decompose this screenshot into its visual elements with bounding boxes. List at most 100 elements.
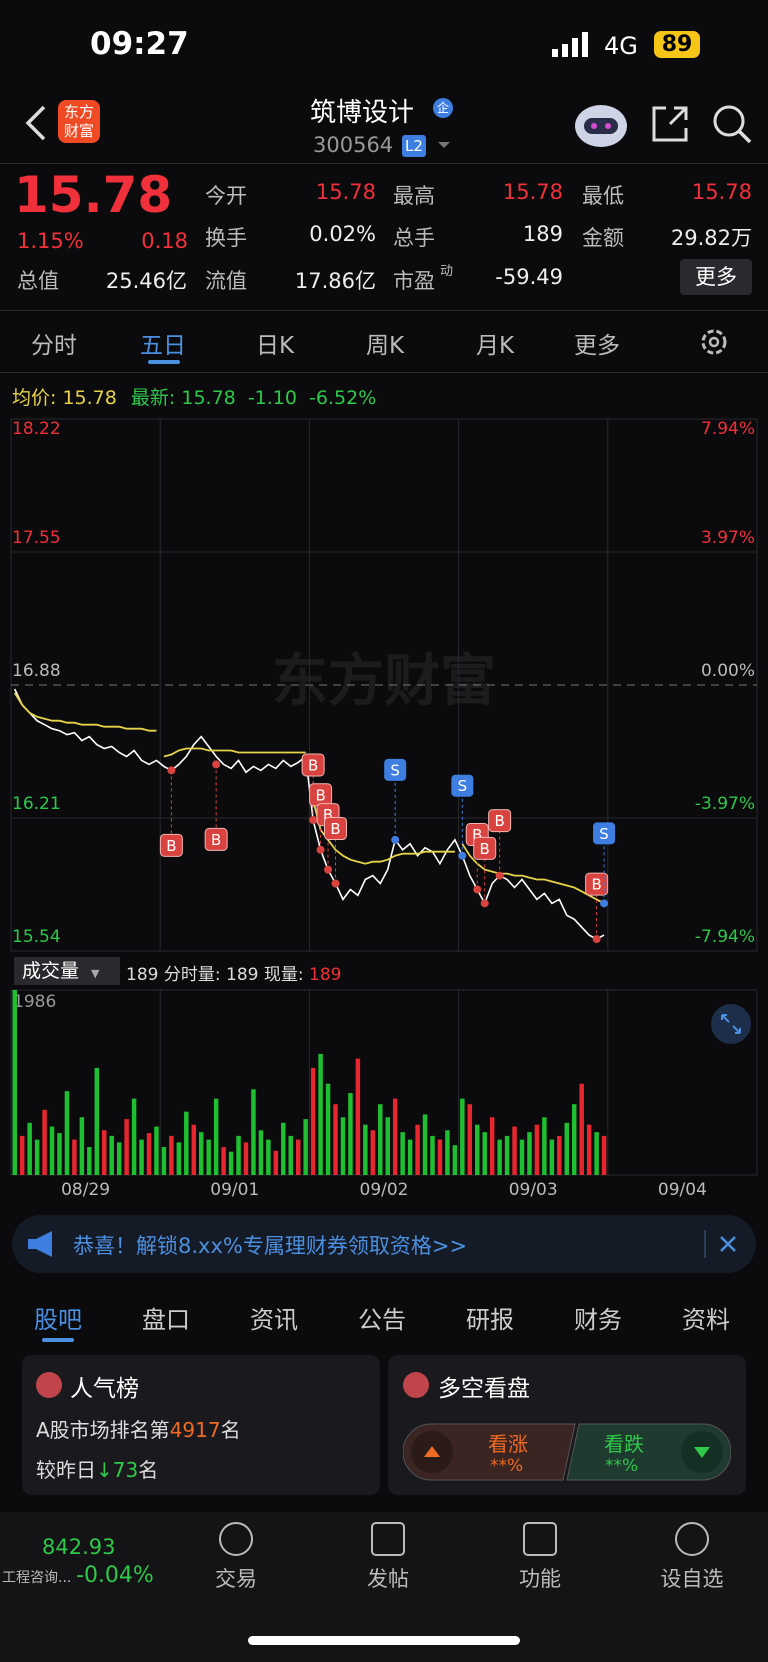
section-tab[interactable]: 财务 (574, 1306, 622, 1334)
index-change[interactable]: -0.04% (76, 1563, 154, 1588)
volume-bar (94, 1067, 100, 1175)
marker-label: B (494, 812, 504, 830)
volume-bar (79, 1117, 85, 1175)
volume-frame (10, 989, 758, 1176)
volume-selector[interactable]: 成交量 ▼ (14, 957, 120, 985)
chart-tab[interactable]: 周K (365, 333, 405, 359)
chart-tab[interactable]: 月K (475, 333, 515, 359)
share-icon[interactable] (650, 104, 690, 144)
sentiment-bar[interactable] (403, 1422, 731, 1482)
volume-bar (333, 1104, 338, 1175)
volume-bar (325, 1083, 331, 1175)
marker-label: B (166, 837, 176, 855)
nav-icon[interactable] (523, 1522, 557, 1556)
expand-button[interactable] (710, 1003, 752, 1045)
company-tag: 企 (433, 98, 453, 118)
y-tick-label: 16.21 (12, 794, 61, 814)
index-value[interactable]: 842.93 (42, 1535, 116, 1559)
volume-bar (422, 1114, 428, 1175)
nav-item[interactable]: 设自选 (660, 1567, 724, 1591)
section-tab[interactable]: 盘口 (142, 1306, 190, 1334)
marker-tag (473, 836, 497, 860)
nav-item[interactable]: 发帖 (367, 1567, 409, 1591)
field-value: 25.46亿 (105, 269, 187, 293)
divider (704, 1230, 706, 1258)
marker-dot (316, 845, 325, 854)
change-pct: -6.52% (309, 387, 377, 409)
last-label: 最新: (130, 387, 176, 409)
volume-bar (557, 1135, 562, 1175)
section-tab[interactable]: 公告 (358, 1306, 406, 1334)
volume-bar (437, 1139, 443, 1175)
volume-bar (213, 1098, 219, 1175)
x-tick-label: 08/29 (61, 1180, 110, 1200)
robot-icon[interactable] (574, 100, 628, 148)
back-button[interactable] (24, 105, 48, 141)
volume-bar (303, 1119, 308, 1175)
x-tick-label: 09/04 (658, 1180, 707, 1200)
avg-line (13, 692, 605, 905)
marker-dot (473, 885, 482, 894)
nav-icon[interactable] (675, 1522, 709, 1556)
volume-bar (273, 1150, 279, 1175)
nav-item[interactable]: 功能 (519, 1567, 561, 1591)
section-tab[interactable]: 研报 (466, 1306, 514, 1334)
volume-bar (549, 1139, 555, 1175)
label: 现量: (263, 965, 304, 985)
rank-text: A股市场排名第4917名 (36, 1414, 241, 1443)
volume-bar (564, 1122, 570, 1175)
marker-label: S (458, 777, 468, 795)
volume-bar (184, 1111, 189, 1175)
volume-bar (169, 1135, 174, 1175)
volume-bar (579, 1083, 584, 1175)
label: A股市场排名第 (36, 1418, 170, 1442)
time: 09:27 (90, 26, 189, 62)
marker-tag (324, 817, 348, 841)
marker-label: B (591, 876, 601, 894)
pct-label: -3.97% (695, 794, 755, 814)
dropdown[interactable] (436, 140, 452, 150)
search-icon[interactable] (710, 102, 754, 146)
section-tab[interactable]: 资讯 (250, 1306, 298, 1334)
popularity-card[interactable] (22, 1355, 380, 1495)
volume-bar (243, 1142, 249, 1175)
volume-bar (228, 1151, 234, 1175)
chart-tab[interactable]: 五日 (140, 333, 186, 359)
value: 189 (226, 965, 259, 985)
volume-bar (519, 1139, 525, 1175)
chart-tab[interactable]: 日K (255, 333, 295, 359)
chart-tab[interactable]: 更多 (574, 333, 620, 359)
volume-bar (385, 1117, 390, 1175)
rank-icon (36, 1372, 62, 1398)
marker-tag (488, 809, 512, 833)
nav-icon[interactable] (371, 1522, 405, 1556)
field-value: -59.49 (495, 265, 563, 289)
field-label-sup: 动 (440, 264, 454, 279)
field-value: 15.78 (315, 180, 376, 204)
chart-tab[interactable]: 分时 (31, 333, 77, 359)
marker-label: B (330, 820, 340, 838)
promo-banner[interactable] (12, 1215, 756, 1273)
card-title: 人气榜 (70, 1376, 139, 1402)
volume-bar (527, 1132, 532, 1175)
promo-text[interactable]: 恭喜！解锁8.xx%专属理财券领取资格>> (73, 1234, 468, 1258)
volume-bar (266, 1139, 271, 1175)
section-tab[interactable]: 资料 (682, 1306, 730, 1334)
volume-bar (363, 1124, 368, 1175)
field-label: 今开 (205, 184, 247, 208)
field-value: 29.82万 (670, 226, 752, 250)
marker-tag (593, 822, 616, 845)
battery: 89 (654, 31, 700, 58)
nav-icon[interactable] (219, 1522, 253, 1556)
section-tab[interactable]: 股吧 (34, 1306, 82, 1334)
volume-bar (452, 1145, 458, 1175)
volume-bar (176, 1142, 182, 1175)
nav-item[interactable]: 交易 (215, 1567, 257, 1591)
label: 分时量: (163, 965, 221, 985)
field-value: 189 (522, 222, 563, 246)
close-button[interactable] (718, 1234, 738, 1254)
field-value: 15.78 (691, 180, 752, 204)
settings-icon[interactable] (698, 326, 730, 358)
index-name[interactable]: 工程咨询... (2, 1570, 72, 1586)
more-button[interactable]: 更多 (680, 259, 752, 295)
